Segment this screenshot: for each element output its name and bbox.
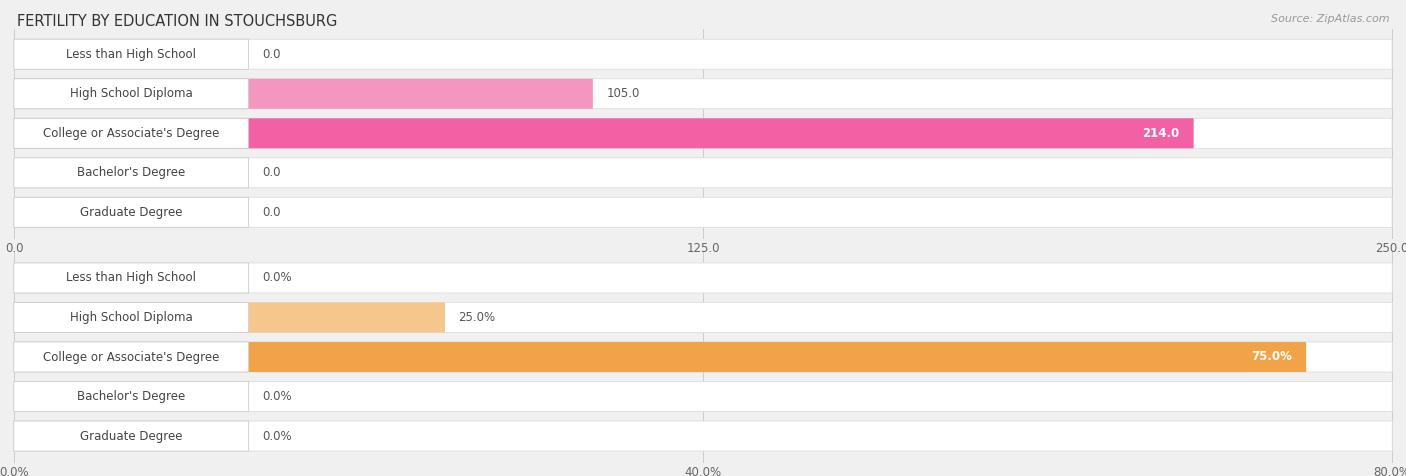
Text: 105.0: 105.0 [606,87,640,100]
FancyBboxPatch shape [14,381,1392,412]
Text: Graduate Degree: Graduate Degree [80,206,183,219]
Text: High School Diploma: High School Diploma [70,311,193,324]
FancyBboxPatch shape [14,302,1392,333]
Text: 75.0%: 75.0% [1251,350,1292,364]
Text: 0.0%: 0.0% [262,390,291,403]
FancyBboxPatch shape [14,118,1194,149]
FancyBboxPatch shape [14,118,1392,149]
Text: 0.0: 0.0 [262,48,281,61]
FancyBboxPatch shape [14,197,249,228]
FancyBboxPatch shape [14,263,249,293]
FancyBboxPatch shape [14,381,249,412]
FancyBboxPatch shape [14,263,1392,293]
Text: Source: ZipAtlas.com: Source: ZipAtlas.com [1271,14,1389,24]
FancyBboxPatch shape [14,302,444,333]
Text: 25.0%: 25.0% [458,311,495,324]
Text: College or Associate's Degree: College or Associate's Degree [44,127,219,140]
Text: Graduate Degree: Graduate Degree [80,429,183,443]
FancyBboxPatch shape [14,79,249,109]
FancyBboxPatch shape [14,197,1392,228]
FancyBboxPatch shape [14,342,1306,372]
Text: 0.0: 0.0 [262,206,281,219]
FancyBboxPatch shape [14,79,1392,109]
FancyBboxPatch shape [14,39,1392,69]
Text: 214.0: 214.0 [1143,127,1180,140]
FancyBboxPatch shape [14,158,1392,188]
Text: Bachelor's Degree: Bachelor's Degree [77,390,186,403]
FancyBboxPatch shape [14,421,1392,451]
FancyBboxPatch shape [14,118,249,149]
Text: Bachelor's Degree: Bachelor's Degree [77,166,186,179]
Text: FERTILITY BY EDUCATION IN STOUCHSBURG: FERTILITY BY EDUCATION IN STOUCHSBURG [17,14,337,30]
Text: High School Diploma: High School Diploma [70,87,193,100]
Text: Less than High School: Less than High School [66,271,197,285]
FancyBboxPatch shape [14,79,593,109]
FancyBboxPatch shape [14,302,249,333]
Text: 0.0: 0.0 [262,166,281,179]
Text: College or Associate's Degree: College or Associate's Degree [44,350,219,364]
FancyBboxPatch shape [14,39,249,69]
Text: Less than High School: Less than High School [66,48,197,61]
FancyBboxPatch shape [14,158,249,188]
FancyBboxPatch shape [14,342,249,372]
FancyBboxPatch shape [14,342,1392,372]
FancyBboxPatch shape [14,421,249,451]
Text: 0.0%: 0.0% [262,429,291,443]
Text: 0.0%: 0.0% [262,271,291,285]
